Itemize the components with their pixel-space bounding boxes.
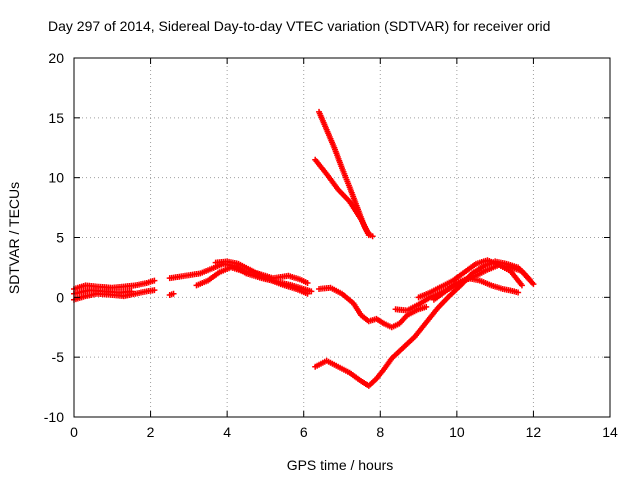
- series-arc-i: [312, 156, 376, 240]
- data-point: [170, 290, 177, 297]
- y-tick-label: -5: [52, 349, 65, 365]
- x-tick-label: 8: [376, 424, 384, 440]
- data-point: [128, 288, 135, 295]
- data-point: [530, 281, 537, 288]
- data-point: [151, 287, 158, 294]
- y-axis-label: SDTVAR / TECUs: [6, 182, 22, 294]
- data-point: [526, 276, 533, 283]
- data-point: [369, 233, 376, 240]
- data-point: [308, 288, 315, 295]
- x-tick-label: 12: [526, 424, 542, 440]
- x-tick-label: 0: [70, 424, 78, 440]
- data-point: [515, 289, 522, 296]
- data-point: [151, 277, 158, 284]
- axis-ticks: 0 2 4 6 8 10 12 14 -10 -5 0 5 10 15 20: [44, 50, 618, 440]
- series-arc-d: [166, 290, 177, 298]
- series-arc-c: [71, 287, 135, 297]
- data-point: [423, 303, 430, 310]
- grid-lines: [74, 58, 610, 417]
- x-tick-label: 6: [300, 424, 308, 440]
- data-points: [71, 108, 537, 389]
- series-arc-n: [430, 275, 522, 303]
- x-tick-label: 14: [602, 424, 618, 440]
- series-arc-j: [316, 284, 430, 331]
- y-tick-label: 5: [56, 230, 64, 246]
- series-arc-a: [71, 277, 158, 292]
- data-point: [518, 282, 525, 289]
- x-tick-label: 4: [223, 424, 231, 440]
- series-arc-k: [312, 258, 537, 389]
- series-arc-g: [212, 258, 311, 297]
- y-tick-label: 0: [56, 289, 64, 305]
- y-tick-label: 10: [48, 170, 64, 186]
- x-axis-label: GPS time / hours: [287, 457, 394, 473]
- x-tick-label: 10: [449, 424, 465, 440]
- y-tick-label: -10: [44, 409, 64, 425]
- y-tick-label: 20: [48, 50, 64, 66]
- data-point: [304, 279, 311, 286]
- series-arc-m: [415, 257, 525, 301]
- chart-title: Day 297 of 2014, Sidereal Day-to-day VTE…: [48, 18, 550, 34]
- y-tick-label: 15: [48, 110, 64, 126]
- x-tick-label: 2: [147, 424, 155, 440]
- data-point: [304, 290, 311, 297]
